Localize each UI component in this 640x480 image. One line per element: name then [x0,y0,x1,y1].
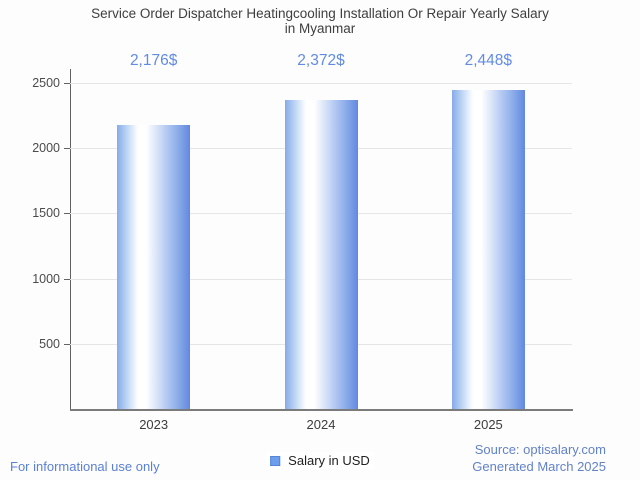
y-axis-tick-2000 [64,148,70,150]
legend-label: Salary in USD [288,453,370,468]
bar-2025[interactable] [451,89,525,409]
x-axis-label-2024: 2024 [306,417,336,432]
y-axis-label-1500: 1500 [32,206,60,221]
y-axis-tick-1500 [64,213,70,215]
value-label-2025: 2,448$ [464,52,513,69]
gridline-2500 [70,83,572,84]
footer-disclaimer: For informational use only [10,459,160,474]
x-axis-label-2023: 2023 [139,417,169,432]
value-label-2024: 2,372$ [297,52,345,69]
x-axis-label-2025: 2025 [473,417,503,432]
y-axis-label-2500: 2500 [32,76,60,90]
chart-title-line-2: in Myanmar [284,20,356,36]
legend: Salary in USD [266,452,374,469]
footer-source-block: Source: optisalary.com Generated March 2… [472,442,606,475]
y-axis-tick-2500 [64,83,70,84]
chart-title-line-1: Service Order Dispatcher Heatingcooling … [91,6,549,21]
value-label-2023: 2,176$ [129,52,178,69]
y-axis-label-1000: 1000 [32,271,60,286]
y-axis-label-500: 500 [39,336,60,351]
bar-2023[interactable] [117,125,191,409]
footer-source-link[interactable]: Source: optisalary.com [474,442,606,457]
y-axis-label-2000: 2000 [32,141,60,156]
chart-title: Service Order Dispatcher Heatingcooling … [0,6,640,36]
x-axis-line [70,409,573,411]
y-axis-line [70,69,71,409]
y-axis-tick-500 [64,343,70,345]
bar-2024[interactable] [284,99,358,409]
plot-area [70,83,572,409]
legend-swatch-square-icon [270,455,281,466]
y-axis-tick-1000 [64,278,70,280]
footer-generated-date: Generated March 2025 [472,458,606,474]
